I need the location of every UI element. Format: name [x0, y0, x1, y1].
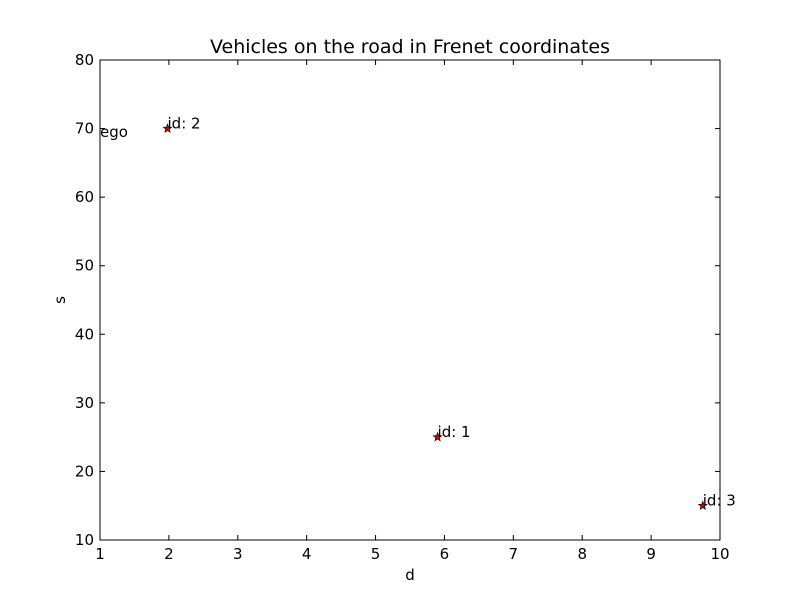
- y-axis-label: s: [51, 296, 69, 304]
- y-tick-label-3: 40: [75, 325, 94, 343]
- x-tick-label-1: 2: [164, 545, 174, 563]
- y-tick-label-2: 30: [75, 394, 94, 412]
- y-tick-label-7: 80: [75, 51, 94, 69]
- x-axis-label: d: [405, 566, 415, 584]
- vehicle-label-1: id: 1: [438, 423, 471, 441]
- ego-label: ego: [100, 123, 128, 141]
- y-tick-label-4: 50: [75, 257, 94, 275]
- y-tick-label-1: 20: [75, 462, 94, 480]
- y-tick-label-6: 70: [75, 120, 94, 138]
- vehicle-label-0: id: 2: [168, 115, 201, 133]
- x-tick-label-4: 5: [371, 545, 381, 563]
- x-tick-label-6: 7: [509, 545, 519, 563]
- plot-area: 1 2 3 4 5 6 7 8 9 10 10 20 30 40 50 60 70 80 id: 2 id: 1 id:…: [75, 51, 736, 563]
- y-tick-label-0: 10: [75, 531, 94, 549]
- vehicle-point-2: [697, 500, 708, 511]
- x-tick-label-0: 1: [95, 545, 105, 563]
- vehicle-point-0: [162, 123, 173, 133]
- x-tick-label-5: 6: [440, 545, 450, 563]
- y-tick-label-5: 60: [75, 188, 94, 206]
- vehicle-point-1: [432, 431, 443, 442]
- vehicle-label-2: id: 3: [703, 492, 736, 510]
- x-tick-label-3: 4: [302, 545, 312, 563]
- x-tick-label-9: 10: [710, 545, 729, 563]
- x-tick-label-7: 8: [577, 545, 587, 563]
- plot-frame: [99, 59, 721, 541]
- x-tick-label-8: 9: [646, 545, 656, 563]
- x-tick-label-2: 3: [233, 545, 243, 563]
- chart-title: Vehicles on the road in Frenet coordinat…: [210, 36, 610, 58]
